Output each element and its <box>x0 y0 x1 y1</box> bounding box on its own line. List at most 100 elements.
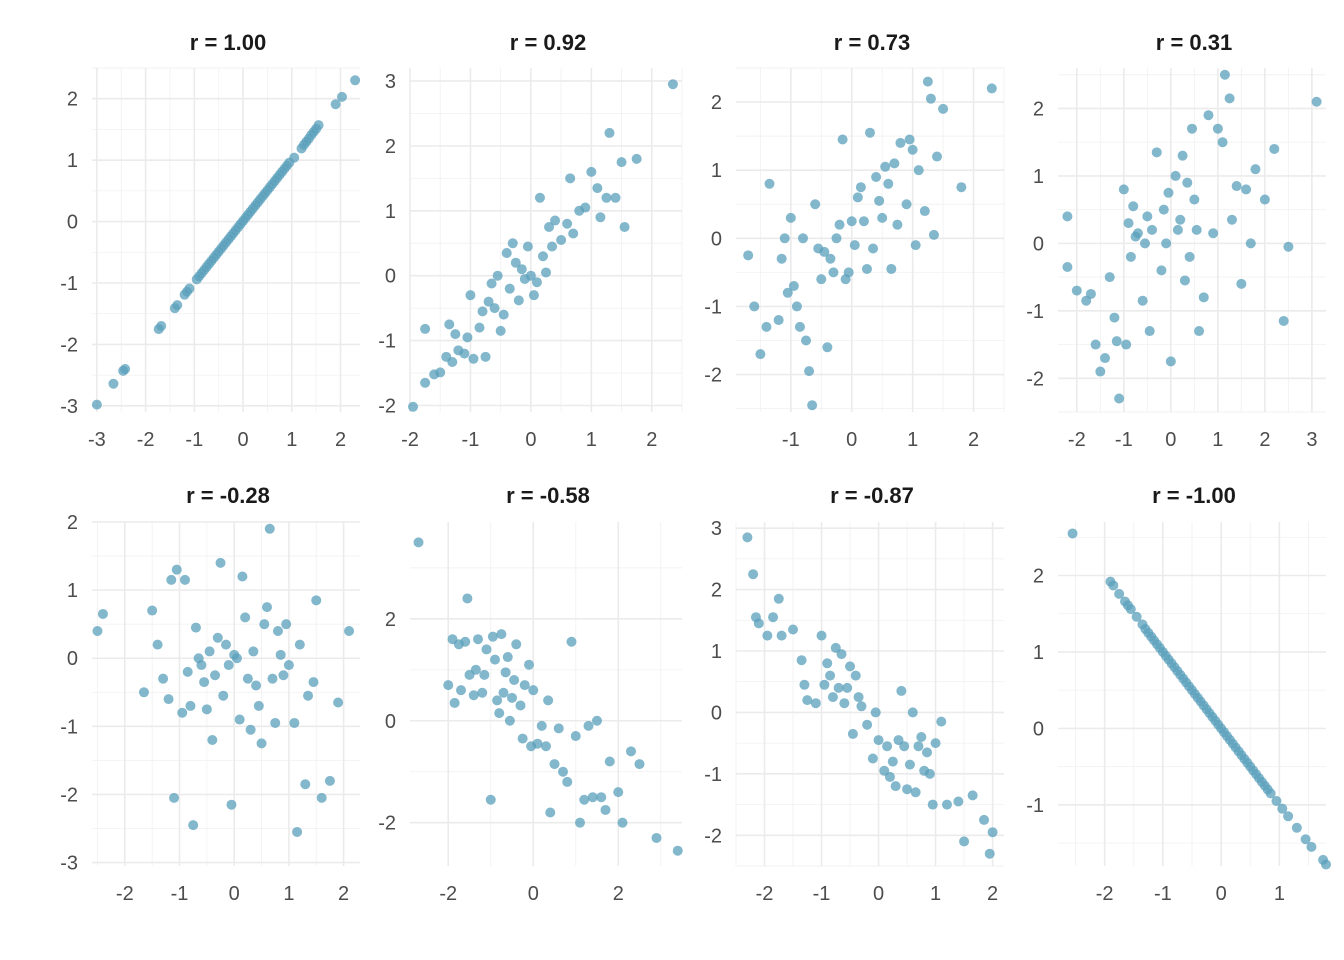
data-point <box>531 277 542 288</box>
data-point <box>549 759 560 770</box>
data-point <box>289 717 300 728</box>
y-tick-label: -3 <box>60 396 78 418</box>
data-point <box>502 652 513 663</box>
y-tick-label: 1 <box>711 641 722 663</box>
data-point <box>810 698 821 709</box>
data-point <box>1271 796 1282 807</box>
data-point <box>459 348 470 359</box>
data-point <box>816 630 827 641</box>
y-tick-label: -2 <box>704 825 722 847</box>
data-point <box>626 746 636 757</box>
panel-title: r = 0.92 <box>510 30 586 55</box>
data-point <box>880 161 891 172</box>
data-point <box>248 646 259 657</box>
data-point <box>242 673 253 684</box>
y-tick-label: 0 <box>711 702 722 724</box>
data-point <box>500 667 511 678</box>
x-tick-label: -2 <box>1096 883 1114 905</box>
data-point <box>1114 588 1125 599</box>
y-tick-label: 1 <box>67 580 78 602</box>
data-point <box>651 832 662 843</box>
data-point <box>570 731 581 742</box>
data-point <box>308 677 319 688</box>
data-point <box>550 215 561 226</box>
y-tick-label: 0 <box>67 648 78 670</box>
data-point <box>810 199 821 210</box>
x-tick-label: -1 <box>171 883 189 905</box>
data-point <box>617 817 628 828</box>
data-point <box>867 753 878 764</box>
x-tick-label: 2 <box>646 429 657 451</box>
data-point <box>1090 339 1101 350</box>
data-point <box>583 720 594 731</box>
x-tick-label: -1 <box>1115 429 1133 451</box>
panel-title: r = -0.58 <box>506 483 590 508</box>
data-point <box>852 192 863 203</box>
data-point <box>890 781 901 792</box>
data-point <box>743 250 754 261</box>
y-tick-label: -1 <box>60 716 78 738</box>
data-point <box>1212 123 1223 134</box>
data-point <box>278 670 289 681</box>
data-point <box>761 321 772 332</box>
data-point <box>300 779 311 790</box>
data-point <box>489 303 500 314</box>
data-point <box>613 787 624 798</box>
data-point <box>226 799 237 810</box>
data-point <box>215 557 226 568</box>
data-point <box>1165 356 1176 367</box>
data-point <box>1156 265 1167 276</box>
data-point <box>509 674 520 685</box>
y-tick-label: 1 <box>385 201 396 223</box>
y-tick-label: -1 <box>60 273 78 295</box>
data-point <box>592 183 603 194</box>
data-point <box>568 228 579 239</box>
data-point <box>495 325 506 336</box>
data-point <box>834 219 845 230</box>
data-point <box>631 153 642 164</box>
data-point <box>907 144 918 155</box>
data-point <box>541 741 551 752</box>
data-point <box>1219 69 1230 80</box>
data-point <box>507 692 517 703</box>
data-point <box>1187 123 1197 134</box>
data-point <box>541 267 551 278</box>
data-point <box>843 267 854 278</box>
data-point <box>938 103 949 114</box>
data-point <box>1269 143 1280 154</box>
data-point <box>882 741 893 752</box>
data-point <box>465 290 476 301</box>
x-tick-label: 1 <box>1212 429 1223 451</box>
data-point <box>443 680 454 691</box>
data-point <box>313 120 324 131</box>
data-point <box>281 619 292 630</box>
x-tick-label: 0 <box>229 883 240 905</box>
data-point <box>579 794 590 805</box>
data-point <box>210 670 221 681</box>
data-point <box>221 639 231 650</box>
x-tick-label: 0 <box>237 429 248 451</box>
data-point <box>853 692 864 703</box>
data-point <box>447 357 458 368</box>
data-point <box>1194 326 1205 337</box>
data-point <box>253 700 264 711</box>
data-point <box>901 199 912 210</box>
data-point <box>825 670 836 681</box>
data-point <box>97 608 108 619</box>
data-point <box>1163 187 1174 198</box>
data-point <box>486 278 497 289</box>
data-point <box>1283 241 1294 252</box>
panel-title: r = 0.31 <box>1156 30 1232 55</box>
data-point <box>819 679 830 690</box>
data-point <box>456 685 466 696</box>
data-point <box>470 664 481 675</box>
panel-title: r = -0.28 <box>186 483 270 508</box>
data-point <box>979 814 990 825</box>
data-point <box>262 602 273 613</box>
y-tick-label: 1 <box>1033 642 1044 664</box>
x-tick-label: 0 <box>525 429 536 451</box>
x-tick-label: -2 <box>137 429 155 451</box>
y-tick-label: 0 <box>385 711 396 733</box>
data-point <box>871 171 882 182</box>
data-point <box>212 632 223 643</box>
